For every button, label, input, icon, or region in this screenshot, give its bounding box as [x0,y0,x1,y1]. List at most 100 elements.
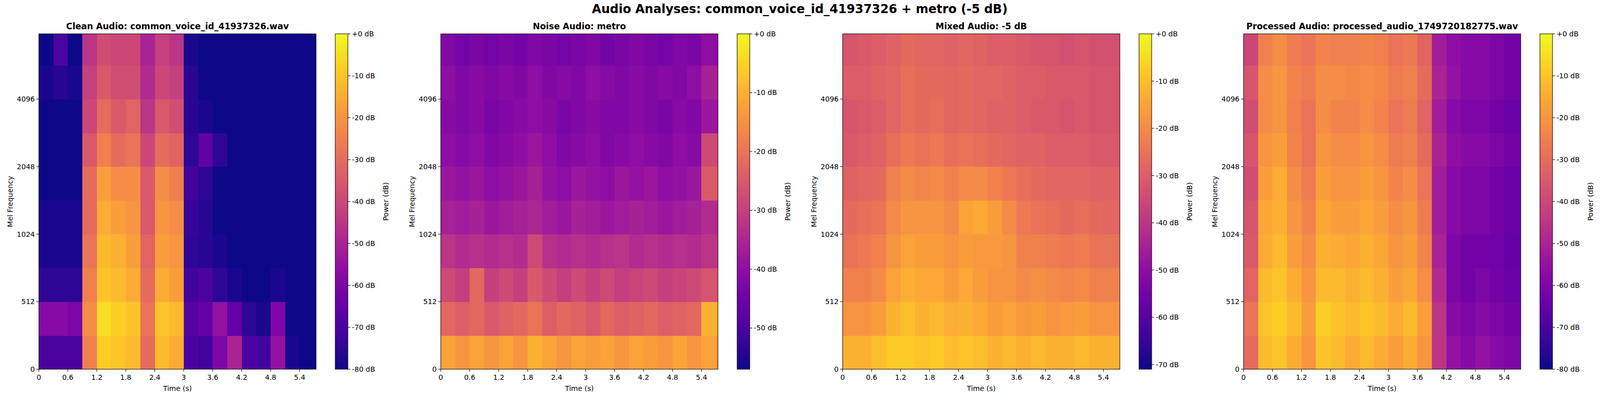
x-tick [1417,369,1418,372]
heatmap-cell [1373,33,1389,66]
heatmap-cell [1117,132,1120,167]
heatmap-cell [67,166,83,201]
colorbar-tick [1552,201,1556,202]
heatmap [1243,33,1521,370]
heatmap-cell [1117,65,1120,99]
x-tick-label: 3 [583,373,588,382]
colorbar [1539,33,1553,370]
heatmap-cell [672,33,688,66]
heatmap-cell [687,65,702,99]
heatmap-cell [198,132,214,167]
heatmap-cell [484,301,499,336]
panel-title: Mixed Audio: -5 dB [935,21,1027,32]
heatmap-cell [886,132,901,167]
heatmap-cell [1460,33,1476,66]
colorbar-tick [347,243,351,244]
heatmap-cell [1002,33,1017,66]
heatmap-cell [987,65,1003,99]
heatmap-cell [842,65,858,99]
heatmap-cell [1301,65,1317,99]
heatmap-cell [1417,200,1432,235]
heatmap-cell [701,98,716,133]
heatmap-cell [1345,335,1360,370]
heatmap-cell [1272,132,1287,167]
heatmap-cell [155,98,170,133]
heatmap-cell [871,33,887,66]
heatmap-cell [914,33,930,66]
x-axis-label: Time (s) [1367,384,1397,393]
heatmap-cell [944,335,959,370]
heatmap-cell [125,65,141,99]
heatmap-cell [1258,132,1273,167]
y-tick [1241,166,1244,167]
colorbar-tick [1552,243,1556,244]
heatmap-cell [857,166,872,201]
heatmap-cell [542,132,557,167]
heatmap-cell [455,65,471,99]
x-tick-label: 0.6 [865,373,877,382]
y-tick [36,98,39,100]
heatmap-cell [842,166,858,201]
heatmap-cell [53,301,69,336]
x-tick-label: 5.4 [1498,373,1510,382]
x-tick [1446,369,1447,372]
heatmap-cell [1431,166,1447,201]
colorbar-tick-label: -20 dB [1556,113,1580,122]
heatmap-cell [67,65,83,99]
heatmap-cell [1504,335,1519,370]
heatmap-cell [1475,267,1490,302]
heatmap-cell [1359,301,1375,336]
heatmap-cell [1117,335,1120,370]
heatmap-cell [53,234,69,269]
heatmap-cell [542,98,557,133]
heatmap-cell [498,234,514,269]
heatmap-cell [1403,166,1418,201]
colorbar-tick-label: -40 dB [1556,197,1580,206]
heatmap-cell [842,267,858,302]
heatmap-cell [1030,132,1046,167]
x-tick [154,369,156,372]
y-tick [1241,98,1244,100]
heatmap-cell [1286,301,1302,336]
y-tick-label: 512 [21,297,35,306]
heatmap-cell [1475,234,1490,269]
heatmap-cell [958,267,974,302]
heatmap-cell [1388,166,1404,201]
x-tick-label: 1.8 [1324,373,1336,382]
heatmap-cell [1460,301,1476,336]
heatmap-cell [944,132,959,167]
heatmap-cell [1330,234,1346,269]
heatmap-cell [1315,166,1331,201]
heatmap-cell [701,200,716,235]
heatmap-cell [1045,234,1061,269]
heatmap-cell [1417,33,1432,66]
heatmap-cell [1016,33,1031,66]
heatmap-cell [1345,200,1360,235]
heatmap-cell [556,98,572,133]
heatmap-cell [687,301,702,336]
heatmap-cell [958,132,974,167]
heatmap-cell [285,200,300,235]
heatmap-cell [484,166,499,201]
heatmap-cell [972,132,988,167]
colorbar-label: Power (dB) [783,182,792,221]
heatmap-cell [1059,65,1075,99]
heatmap-cell [701,301,716,336]
heatmap-cell [111,98,126,133]
heatmap-cell [1446,98,1462,133]
heatmap-cell [1059,98,1075,133]
heatmap-cell [1403,335,1418,370]
colorbar-tick [1151,269,1155,271]
heatmap-cell [1315,267,1331,302]
heatmap-cell [1489,98,1505,133]
heatmap-cell [857,234,872,269]
plot-frame [38,33,317,370]
heatmap-cell [212,65,228,99]
colorbar-tick-label: -70 dB [1155,360,1179,369]
heatmap-cell [1345,267,1360,302]
heatmap-cell [1431,132,1447,167]
heatmap-cell [1315,301,1331,336]
heatmap-cell [1431,98,1447,133]
colorbar-tick-label: -30 dB [753,205,778,215]
heatmap-cell [571,335,586,370]
